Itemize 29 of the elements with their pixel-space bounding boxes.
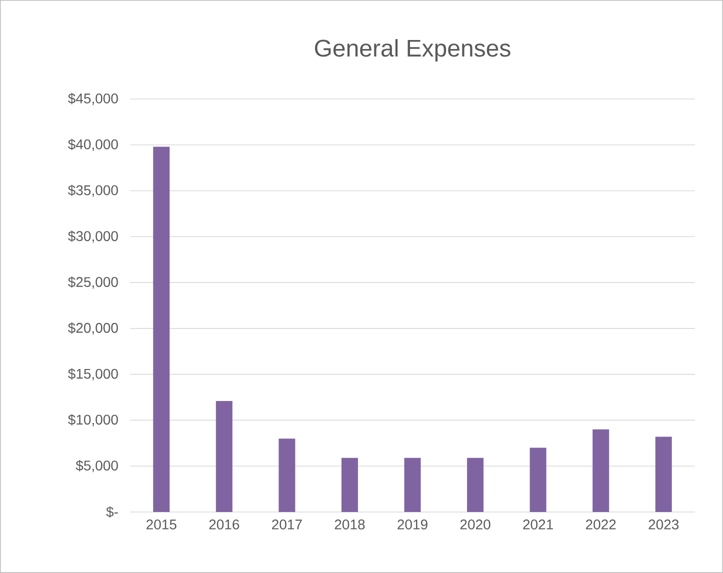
bar <box>278 438 296 512</box>
bar <box>404 458 421 512</box>
bar <box>216 400 232 512</box>
y-tick-label: $15,000 <box>68 368 118 380</box>
y-tick-label: $30,000 <box>68 230 118 243</box>
bar <box>341 458 358 512</box>
y-tick-label: $20,000 <box>68 322 118 335</box>
bar <box>467 458 484 512</box>
chart-title: General Expenses <box>314 39 510 62</box>
x-tick-label: 2018 <box>334 520 365 530</box>
x-tick-label: 2022 <box>586 520 616 530</box>
bar <box>153 146 170 512</box>
x-tick-label: 2017 <box>272 520 302 530</box>
y-tick-label: $25,000 <box>68 276 118 289</box>
y-tick-label: $5,000 <box>76 460 118 472</box>
y-tick-label: $- <box>106 506 118 518</box>
y-tick-label: $35,000 <box>68 184 118 197</box>
bar <box>592 429 610 512</box>
x-tick-label: 2016 <box>209 520 240 530</box>
y-tick-label: $45,000 <box>68 92 118 106</box>
y-tick-label: $10,000 <box>68 414 118 426</box>
y-tick-label: $40,000 <box>68 138 118 151</box>
x-tick-label: 2021 <box>523 520 553 530</box>
x-tick-label: 2020 <box>460 520 490 530</box>
bar <box>530 448 546 512</box>
x-tick-label: 2019 <box>398 520 428 530</box>
bar <box>655 436 672 512</box>
x-tick-label: 2015 <box>146 520 176 530</box>
x-tick-label: 2023 <box>648 520 679 530</box>
